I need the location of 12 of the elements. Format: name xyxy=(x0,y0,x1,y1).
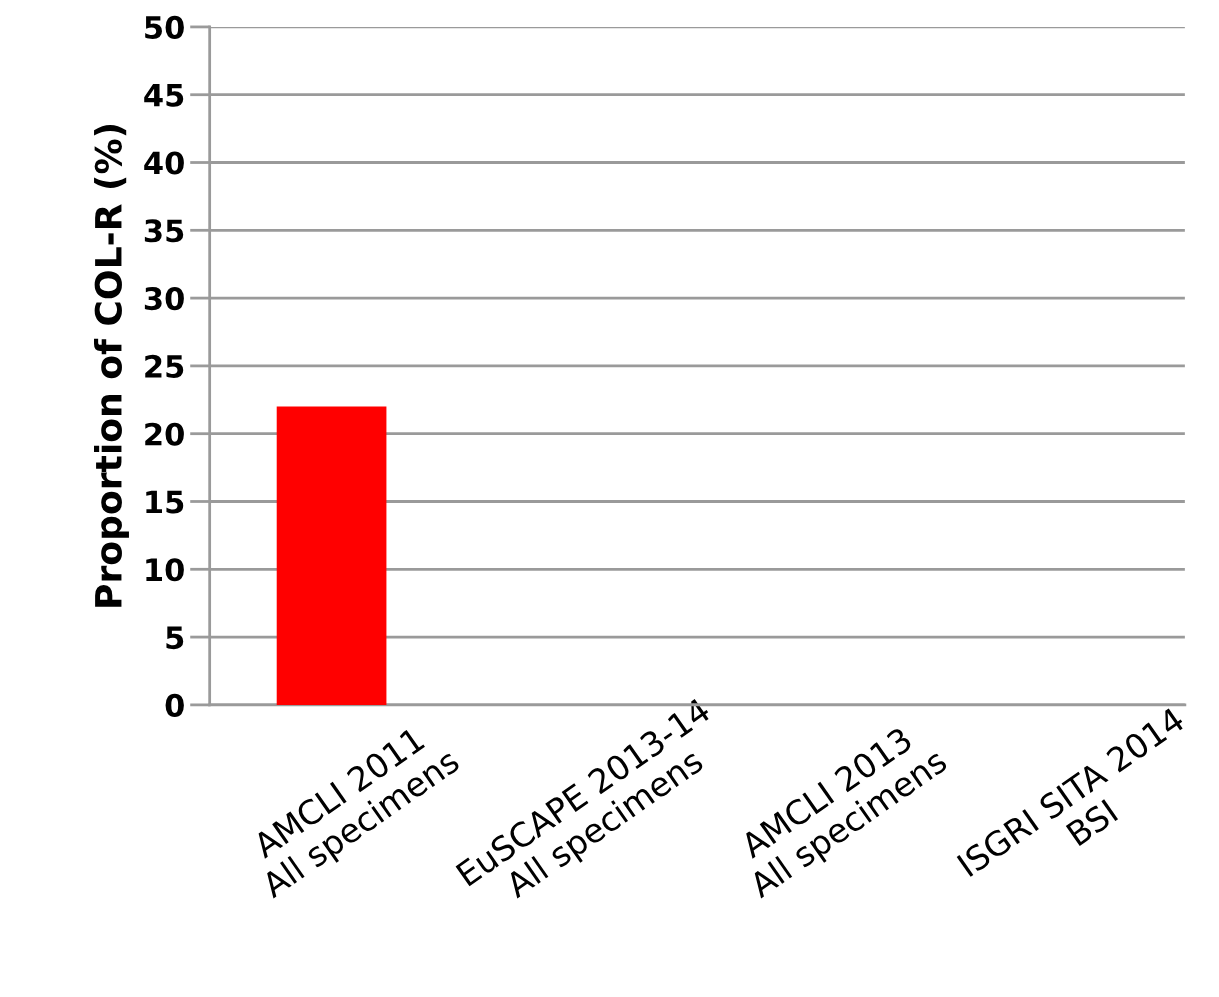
y-tick-label: 20 xyxy=(145,422,184,446)
y-tick-label: 10 xyxy=(146,558,184,582)
y-tick-label: 45 xyxy=(144,84,184,107)
y-tick-label: 5 xyxy=(166,626,184,650)
y-tick-label: 30 xyxy=(144,287,184,311)
y-tick-label: 50 xyxy=(145,15,184,39)
y-tick-label: 35 xyxy=(144,219,184,243)
y-tick-label: 15 xyxy=(146,490,184,514)
y-tick-label: 40 xyxy=(144,151,184,175)
y-tick-label: 25 xyxy=(145,354,184,378)
y-axis-title: Proportion of COL-R (%) xyxy=(94,124,129,607)
y-tick-label: 0 xyxy=(165,693,184,717)
